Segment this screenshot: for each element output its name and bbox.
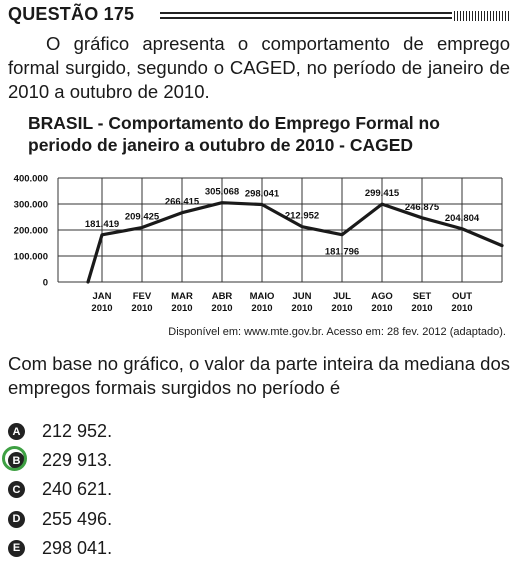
data-label: 212.952 bbox=[285, 211, 319, 222]
option-text: 212 952. bbox=[42, 421, 113, 442]
y-tick-label: 300.000 bbox=[14, 200, 48, 211]
option-letter-badge: C bbox=[8, 481, 25, 499]
data-label: 181.419 bbox=[85, 219, 119, 230]
x-tick-label-month: SET bbox=[413, 291, 432, 302]
x-tick-label-month: JAN bbox=[92, 291, 111, 302]
x-tick-label-month: JUL bbox=[333, 291, 351, 302]
question-number: QUESTÃO 175 bbox=[8, 4, 135, 24]
chart-title: BRASIL - Comportamento do Emprego Formal… bbox=[28, 113, 440, 155]
y-tick-label: 100.000 bbox=[14, 252, 48, 263]
x-tick-label-month: MAIO bbox=[250, 291, 275, 302]
header-rule bbox=[160, 12, 452, 19]
data-label: 305.068 bbox=[205, 187, 239, 198]
data-label: 181.796 bbox=[325, 247, 359, 258]
option-letter-badge: D bbox=[8, 510, 25, 528]
option-d[interactable]: D 255 496. bbox=[8, 505, 308, 534]
x-tick-label-year: 2010 bbox=[91, 303, 112, 314]
data-label: 204.804 bbox=[445, 213, 480, 224]
option-a[interactable]: A 212 952. bbox=[8, 417, 308, 446]
x-tick-label-year: 2010 bbox=[171, 303, 192, 314]
option-b[interactable]: B 229 913. bbox=[2, 446, 308, 475]
line-chart: 0 100.000 200.000 300.000 400.000 181.419 209.… bbox=[14, 174, 504, 314]
option-text: 298 041. bbox=[42, 537, 113, 558]
x-tick-label-year: 2010 bbox=[331, 303, 352, 314]
x-tick-label-year: 2010 bbox=[291, 303, 312, 314]
question-header: QUESTÃO 175 bbox=[8, 4, 510, 26]
y-tick-label: 0 bbox=[43, 278, 48, 289]
option-c[interactable]: C 240 621. bbox=[8, 475, 308, 504]
option-text: 240 621. bbox=[42, 479, 113, 500]
x-tick-label-month: AGO bbox=[371, 291, 393, 302]
question-intro: O gráfico apresenta o comportamento de e… bbox=[8, 33, 510, 102]
option-text: 229 913. bbox=[42, 450, 113, 471]
chart-source: Disponível em: www.mte.gov.br. Acesso em… bbox=[168, 326, 506, 338]
y-tick-label: 400.000 bbox=[14, 174, 48, 185]
option-text: 255 496. bbox=[42, 508, 113, 529]
answer-marker-ring bbox=[2, 446, 27, 472]
question-prompt: Com base no gráfico, o valor da parte in… bbox=[8, 353, 510, 398]
y-tick-label: 200.000 bbox=[14, 226, 48, 237]
x-tick-label-year: 2010 bbox=[371, 303, 392, 314]
x-tick-label-year: 2010 bbox=[451, 303, 472, 314]
x-tick-label-month: JUN bbox=[292, 291, 311, 302]
x-tick-label-year: 2010 bbox=[251, 303, 272, 314]
data-label: 266.415 bbox=[165, 197, 200, 208]
answer-options: A 212 952. B 229 913. C 240 621. D 255 4… bbox=[2, 417, 308, 563]
x-tick-label-month: ABR bbox=[212, 291, 233, 302]
x-tick-label-month: OUT bbox=[452, 291, 472, 302]
data-label: 299.415 bbox=[365, 188, 400, 199]
x-tick-label-year: 2010 bbox=[411, 303, 432, 314]
option-letter-badge: E bbox=[8, 539, 25, 557]
series-line bbox=[86, 201, 504, 284]
x-tick-label-month: FEV bbox=[133, 291, 152, 302]
header-ticks bbox=[454, 11, 510, 21]
option-e[interactable]: E 298 041. bbox=[8, 534, 308, 563]
data-label: 209.425 bbox=[125, 212, 160, 223]
option-letter-badge: A bbox=[8, 423, 25, 441]
data-label: 246.875 bbox=[405, 202, 440, 213]
data-label: 298.041 bbox=[245, 189, 280, 200]
x-tick-label-month: MAR bbox=[171, 291, 193, 302]
x-tick-label-year: 2010 bbox=[131, 303, 152, 314]
x-tick-label-year: 2010 bbox=[211, 303, 232, 314]
